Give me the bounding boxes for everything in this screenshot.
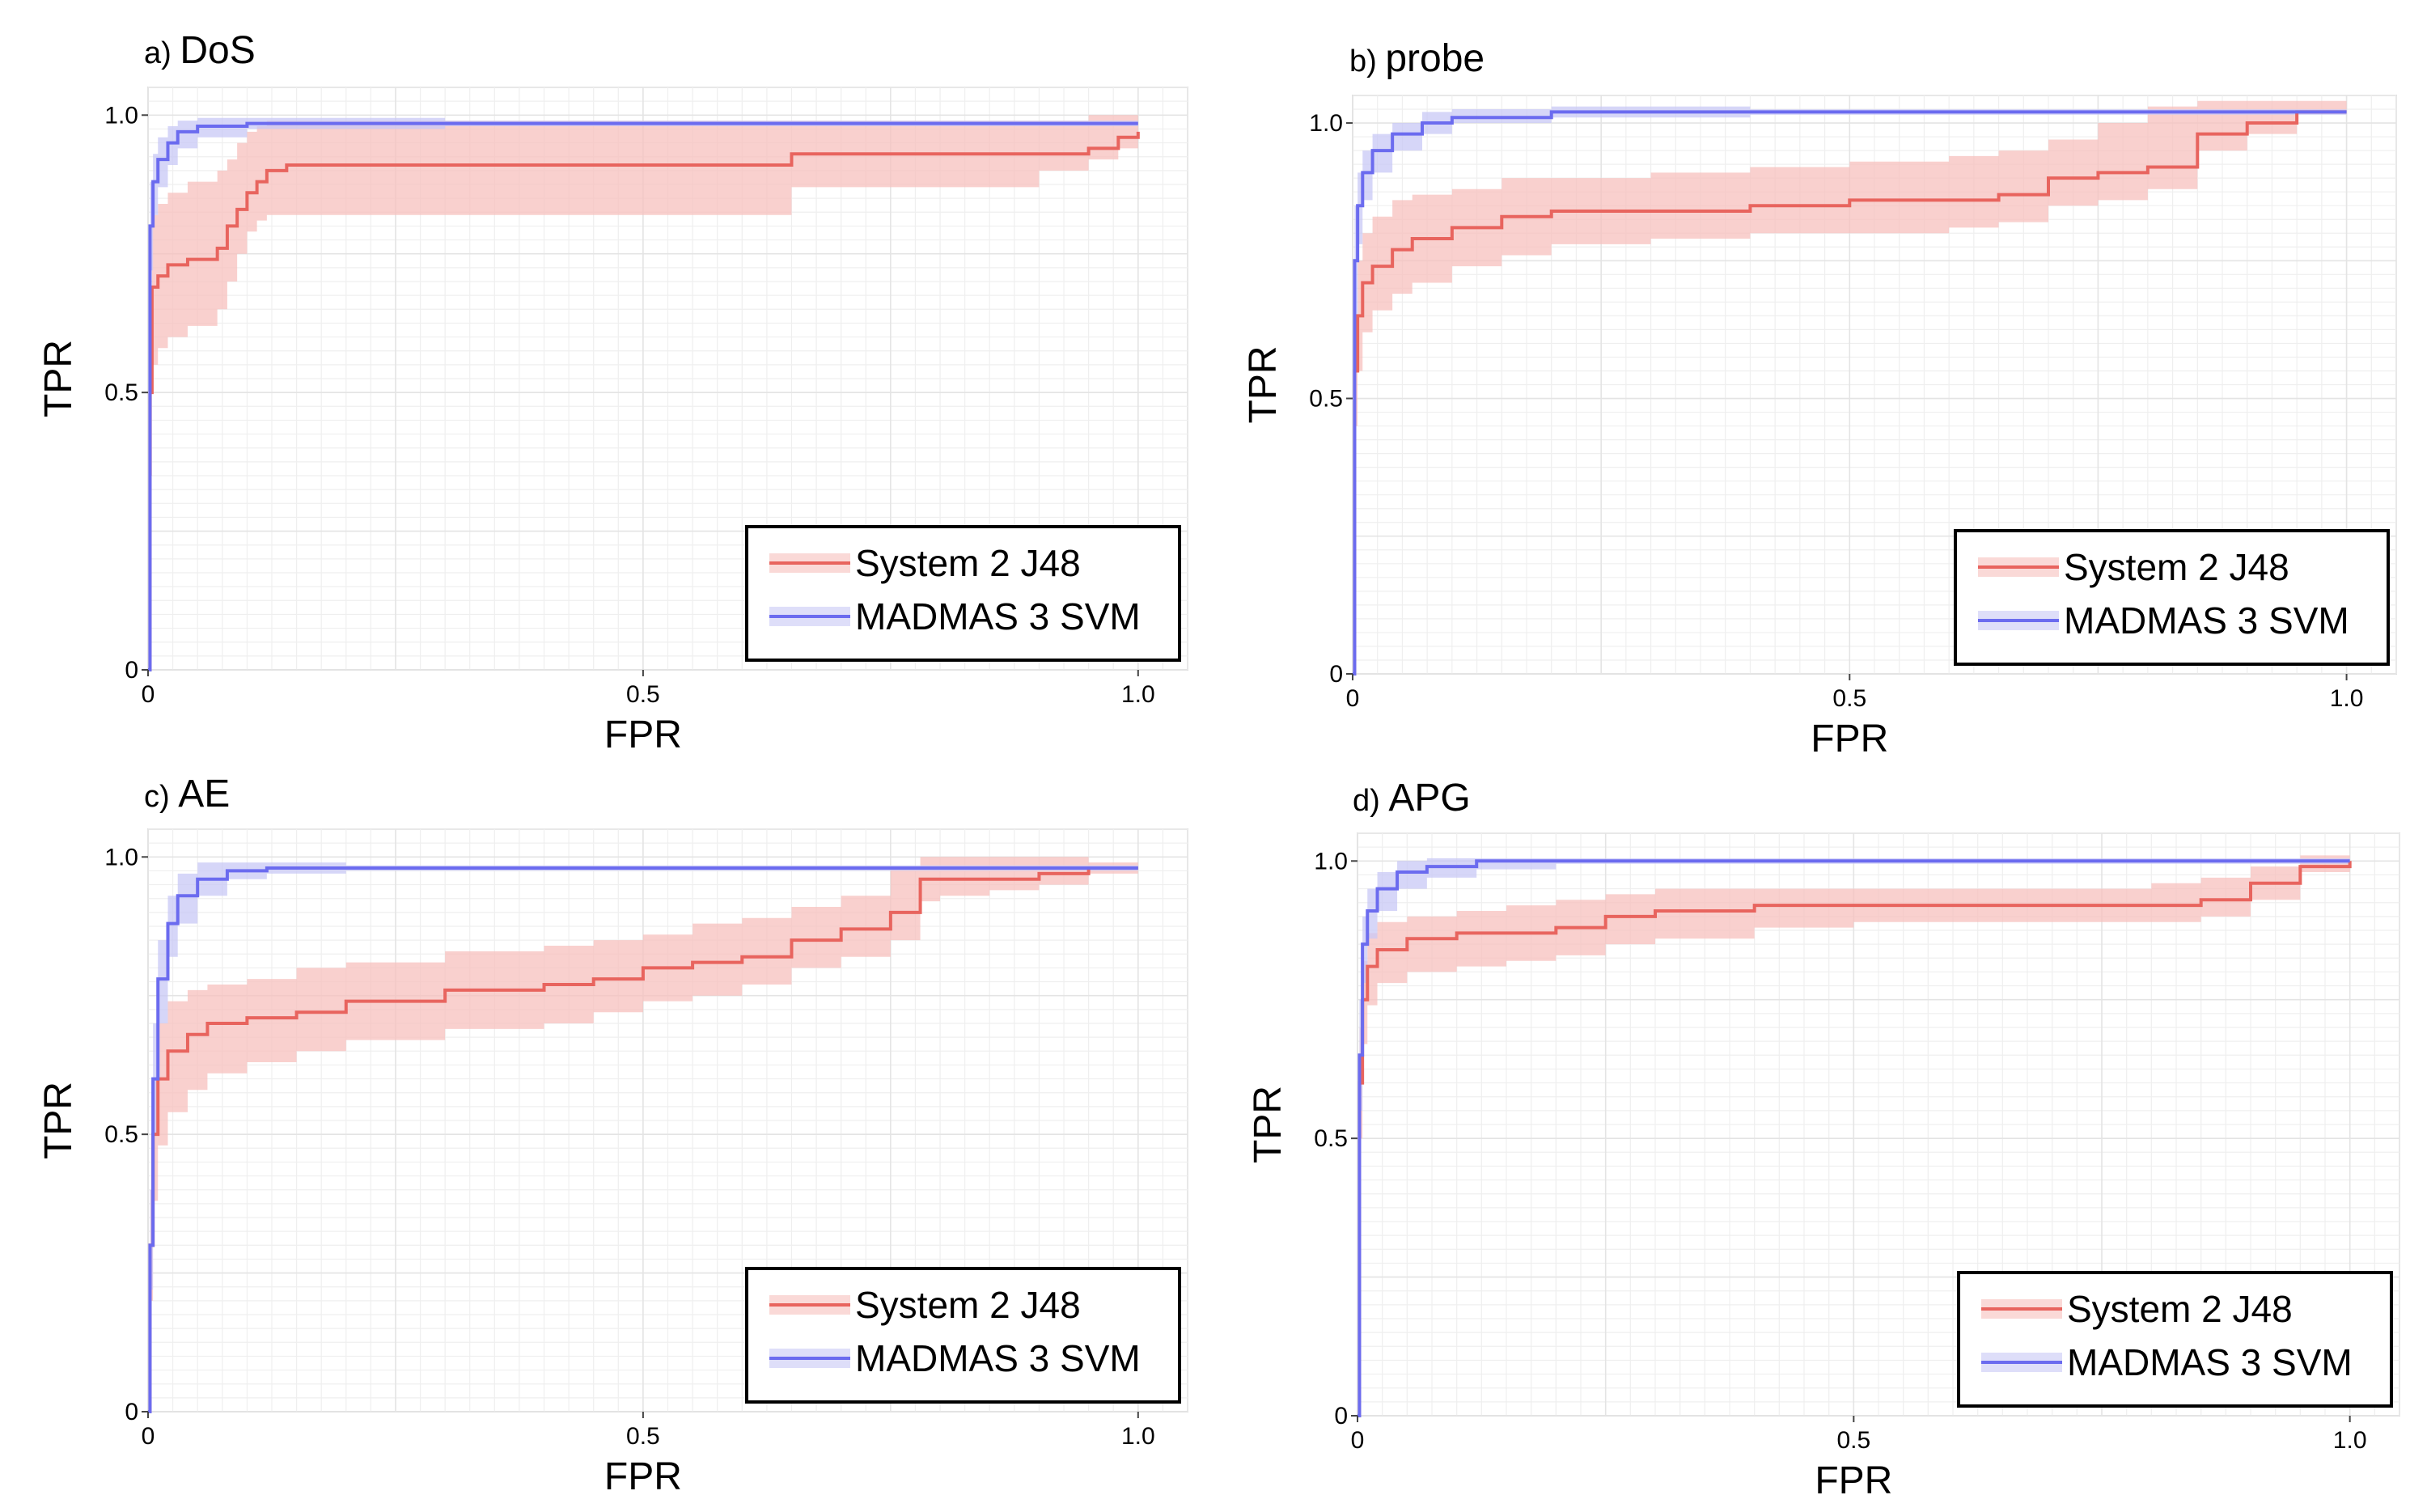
panel-name: DoS — [180, 29, 255, 72]
legend-box — [1954, 529, 2390, 666]
legend-box — [745, 525, 1181, 662]
panel-letter: a) — [144, 36, 180, 70]
confidence-band-system-2-j48 — [1358, 855, 2350, 1416]
roc-line-system-2-j48 — [1353, 110, 2347, 676]
y-tick-label: 1.0 — [104, 844, 138, 870]
roc-line-madmas-3-svm — [1358, 859, 2350, 1417]
panel-letter: b) — [1349, 44, 1385, 78]
roc-line-system-2-j48 — [148, 131, 1140, 671]
y-axis-title: TPR — [1247, 1086, 1290, 1163]
panel-title: c) AE — [144, 773, 230, 815]
x-tick-label: 0 — [142, 1423, 155, 1450]
y-tick-label: 0.5 — [104, 379, 138, 406]
roc-line-madmas-3-svm — [148, 866, 1138, 1413]
panel-dos: a) DoS 0 0.5 1.0 0 0.5 1.0 FPR TPR System 2 J48 MA… — [37, 29, 1188, 756]
y-tick-label: 0.5 — [1309, 386, 1343, 413]
y-tick-label: 1.0 — [104, 102, 138, 129]
x-tick-label: 1.0 — [2333, 1427, 2367, 1454]
panel-probe: b) probe 0 0.5 1.0 0 0.5 1.0 FPR TPR System 2 J48… — [1242, 37, 2397, 760]
legend: System 2 J48 MADMAS 3 SVM — [745, 525, 1181, 662]
panel-title: a) DoS — [144, 29, 256, 72]
y-tick-label: 1.0 — [1309, 110, 1343, 137]
x-tick-label: 1.0 — [2330, 685, 2364, 712]
confidence-band-system-2-j48 — [1353, 100, 2347, 675]
x-tick-label: 0.5 — [626, 1423, 660, 1450]
x-tick-label: 0.5 — [1832, 685, 1866, 712]
y-tick-label: 1.0 — [1314, 848, 1348, 875]
roc-line-madmas-3-svm — [148, 121, 1138, 671]
panel-apg: d) APG 0 0.5 1.0 0 0.5 1.0 FPR TPR System 2 J48 MA… — [1247, 777, 2400, 1502]
x-tick-label: 0 — [142, 681, 155, 708]
x-tick-label: 1.0 — [1121, 681, 1155, 708]
x-axis-title: FPR — [1811, 718, 1888, 760]
roc-line-madmas-3-svm — [1353, 110, 2347, 676]
panel-name: APG — [1388, 777, 1470, 820]
x-axis-title: FPR — [604, 714, 682, 756]
y-axis-title: TPR — [37, 340, 80, 417]
legend: System 2 J48 MADMAS 3 SVM — [745, 1267, 1181, 1404]
x-tick-label: 0.5 — [626, 681, 660, 708]
y-axis-title: TPR — [1242, 346, 1285, 424]
legend-label: System 2 J48 — [855, 542, 1081, 584]
x-axis-title: FPR — [1815, 1459, 1892, 1502]
x-tick-label: 0 — [1351, 1427, 1365, 1454]
y-tick-label: 0 — [125, 1399, 138, 1425]
legend: System 2 J48 MADMAS 3 SVM — [1957, 1271, 2393, 1408]
panel-name: AE — [178, 773, 230, 815]
legend-label: System 2 J48 — [2064, 546, 2289, 588]
legend-label: MADMAS 3 SVM — [855, 1337, 1141, 1379]
y-axis-title: TPR — [37, 1082, 80, 1159]
x-axis-title: FPR — [604, 1455, 682, 1498]
y-tick-label: 0 — [125, 657, 138, 684]
legend-label: MADMAS 3 SVM — [855, 595, 1141, 637]
legend-label: MADMAS 3 SVM — [2067, 1341, 2353, 1383]
legend-box — [745, 1267, 1181, 1404]
legend-box — [1957, 1271, 2393, 1408]
legend-label: System 2 J48 — [2067, 1288, 2293, 1330]
panel-name: probe — [1385, 37, 1485, 80]
x-tick-label: 1.0 — [1121, 1423, 1155, 1450]
y-tick-label: 0.5 — [104, 1121, 138, 1148]
legend: System 2 J48 MADMAS 3 SVM — [1954, 529, 2390, 666]
panel-letter: d) — [1353, 784, 1388, 818]
y-tick-label: 0.5 — [1314, 1125, 1348, 1152]
grid-major — [147, 87, 1188, 671]
y-tick-label: 0 — [1329, 661, 1343, 688]
panel-letter: c) — [144, 780, 178, 814]
legend-label: System 2 J48 — [855, 1284, 1081, 1326]
x-tick-label: 0 — [1346, 685, 1360, 712]
x-tick-label: 0.5 — [1836, 1427, 1870, 1454]
legend-label: MADMAS 3 SVM — [2064, 599, 2349, 642]
roc-line-system-2-j48 — [148, 866, 1138, 1413]
confidence-band-system-2-j48 — [148, 857, 1138, 1412]
roc-line-system-2-j48 — [1358, 861, 2352, 1417]
panel-title: b) probe — [1349, 37, 1485, 80]
confidence-band-system-2-j48 — [148, 115, 1138, 671]
panel-ae: c) AE 0 0.5 1.0 0 0.5 1.0 FPR TPR System 2 J48 MAD… — [37, 773, 1188, 1498]
y-tick-label: 0 — [1334, 1403, 1348, 1429]
panel-title: d) APG — [1353, 777, 1471, 820]
